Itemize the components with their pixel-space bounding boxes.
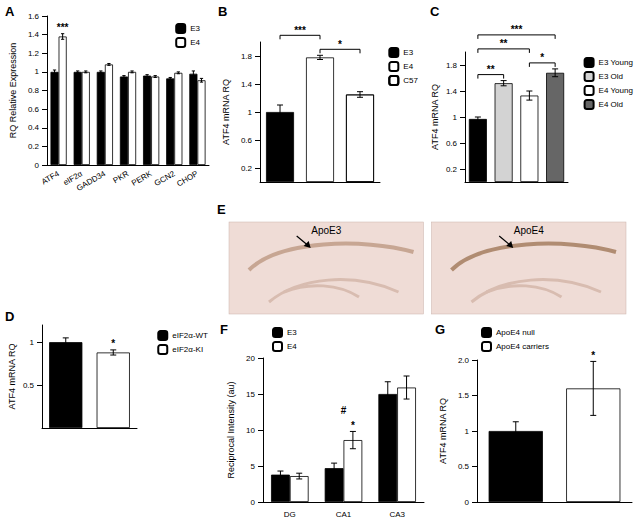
svg-text:D: D: [5, 309, 14, 324]
svg-text:E4: E4: [287, 342, 297, 351]
svg-text:E3 Young: E3 Young: [599, 58, 633, 67]
svg-text:E4 Young: E4 Young: [599, 86, 633, 95]
svg-text:GCN2: GCN2: [153, 169, 177, 188]
svg-text:**: **: [487, 64, 495, 75]
svg-text:PERK: PERK: [130, 169, 154, 188]
svg-text:0.2: 0.2: [241, 164, 253, 173]
svg-text:1.4: 1.4: [241, 80, 253, 89]
svg-text:2.0: 2.0: [458, 356, 470, 365]
svg-text:0: 0: [35, 161, 40, 170]
svg-text:0: 0: [251, 498, 256, 507]
svg-text:CHOP: CHOP: [175, 169, 199, 188]
svg-text:#: #: [341, 405, 347, 416]
svg-text:E4: E4: [190, 38, 200, 47]
svg-text:A: A: [5, 4, 15, 19]
svg-text:***: ***: [57, 22, 69, 33]
svg-text:E3: E3: [403, 48, 413, 57]
svg-text:*: *: [338, 39, 342, 50]
svg-text:*: *: [111, 338, 115, 349]
svg-text:E: E: [217, 202, 226, 217]
svg-text:ATF4 mRNA RQ: ATF4 mRNA RQ: [7, 344, 17, 410]
svg-text:F: F: [220, 322, 228, 337]
svg-text:G: G: [435, 322, 445, 337]
svg-text:1.5: 1.5: [458, 391, 470, 400]
svg-text:1.6: 1.6: [28, 12, 40, 21]
svg-text:1: 1: [35, 67, 40, 76]
svg-text:CA3: CA3: [389, 510, 405, 519]
svg-text:ApoE3: ApoE3: [311, 225, 341, 236]
svg-text:DG: DG: [284, 510, 296, 519]
svg-text:1: 1: [465, 427, 470, 436]
svg-text:5: 5: [251, 462, 256, 471]
svg-text:1.4: 1.4: [446, 87, 458, 96]
svg-text:ApoE4 null: ApoE4 null: [496, 328, 535, 337]
svg-text:ATF4: ATF4: [40, 169, 61, 187]
svg-text:1.8: 1.8: [446, 61, 458, 70]
svg-text:**: **: [500, 38, 508, 49]
svg-text:0.4: 0.4: [28, 123, 40, 132]
svg-text:ATF4 mRNA RQ: ATF4 mRNA RQ: [221, 79, 231, 145]
svg-text:E4: E4: [403, 62, 413, 71]
svg-text:1.2: 1.2: [28, 49, 40, 58]
svg-text:eIF2α: eIF2α: [61, 169, 84, 188]
svg-text:C57: C57: [403, 76, 418, 85]
svg-text:0.2: 0.2: [28, 142, 40, 151]
svg-text:E3: E3: [287, 328, 297, 337]
svg-text:*: *: [540, 52, 544, 63]
svg-text:ApoE4: ApoE4: [514, 225, 544, 236]
svg-text:***: ***: [511, 24, 523, 35]
svg-text:CA1: CA1: [336, 510, 352, 519]
svg-text:ATF4 mRNA RQ: ATF4 mRNA RQ: [438, 398, 448, 464]
svg-text:E4 Old: E4 Old: [599, 100, 623, 109]
svg-text:E3: E3: [190, 24, 200, 33]
svg-text:eIF2α-KI: eIF2α-KI: [172, 345, 203, 354]
svg-text:Reciprocal Intensity (au): Reciprocal Intensity (au): [226, 381, 236, 478]
svg-text:1.4: 1.4: [28, 30, 40, 39]
svg-text:0.5: 0.5: [458, 462, 470, 471]
svg-text:0.5: 0.5: [23, 381, 35, 390]
svg-text:0.6: 0.6: [28, 105, 40, 114]
svg-text:20: 20: [246, 354, 255, 363]
svg-text:1.8: 1.8: [241, 52, 253, 61]
svg-text:GADD34: GADD34: [75, 169, 108, 193]
svg-text:***: ***: [294, 25, 306, 36]
svg-text:ATF4 mRNA RQ: ATF4 mRNA RQ: [430, 84, 440, 150]
svg-text:eIF2α-WT: eIF2α-WT: [172, 331, 208, 340]
svg-text:C: C: [430, 4, 440, 19]
svg-text:10: 10: [246, 426, 255, 435]
svg-text:1: 1: [248, 108, 253, 117]
svg-text:0.2: 0.2: [446, 165, 458, 174]
svg-text:PKR: PKR: [112, 169, 131, 185]
svg-text:0.6: 0.6: [446, 139, 458, 148]
svg-text:E3 Old: E3 Old: [599, 72, 623, 81]
svg-text:0: 0: [465, 498, 470, 507]
svg-text:15: 15: [246, 390, 255, 399]
svg-text:1: 1: [453, 113, 458, 122]
svg-text:0.8: 0.8: [28, 86, 40, 95]
svg-text:1: 1: [30, 338, 35, 347]
svg-text:*: *: [591, 350, 595, 361]
svg-text:RQ Relative Expression: RQ Relative Expression: [8, 43, 18, 139]
svg-text:*: *: [351, 420, 355, 431]
svg-text:ApoE4 carriers: ApoE4 carriers: [496, 342, 549, 351]
svg-text:0.6: 0.6: [241, 136, 253, 145]
svg-text:B: B: [218, 4, 227, 19]
